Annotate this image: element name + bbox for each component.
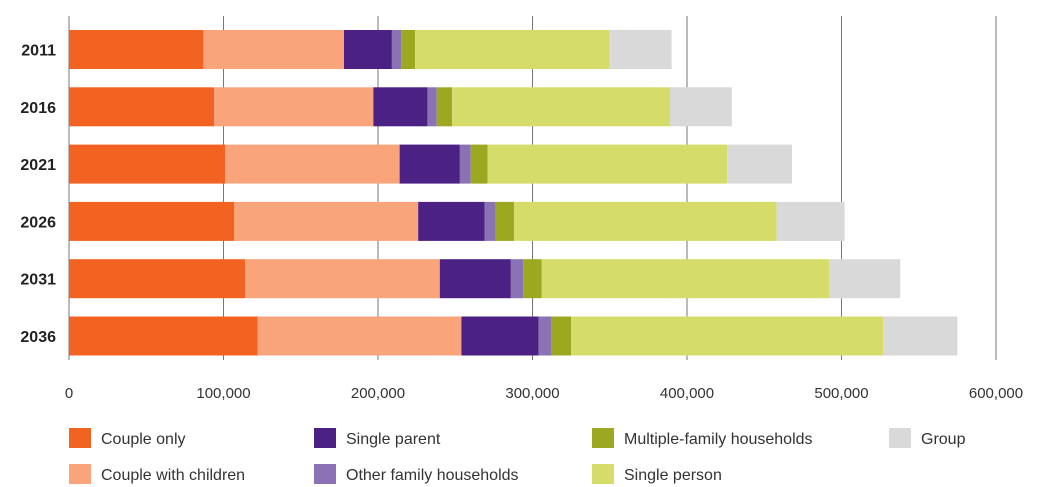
legend-swatch [69,428,91,448]
bar-segment [69,144,226,184]
category-label: 2026 [20,214,56,231]
legend-swatch [314,428,336,448]
bar-segment [523,259,542,299]
category-label: 2016 [20,100,56,117]
bar-segment [415,30,610,69]
bar-segment [373,87,428,127]
legend-swatch [592,428,614,448]
bar-segment [470,144,488,184]
x-tick-label: 300,000 [505,385,559,402]
category-label: 2036 [20,329,56,346]
legend-swatch [592,464,614,484]
legend-label: Single person [624,467,722,484]
bar-segment [418,201,485,241]
bar-segment [538,316,552,356]
bar-segment [245,259,440,299]
bar-segment [776,201,845,241]
x-axis-ticks: 0 100,000 200,000 300,000 400,000 500,000 600,… [65,385,1023,402]
bar-segment [495,201,514,241]
bar-segment [551,316,572,356]
category-label: 2021 [20,157,56,174]
x-tick-label: 600,000 [969,385,1023,402]
bar-segment [69,316,258,356]
x-tick-label: 500,000 [814,385,868,402]
bar-segment [727,144,793,184]
legend: Couple only Couple with children Single pa… [69,428,966,484]
legend-label: Couple with children [101,467,245,484]
legend-label: Couple only [101,431,186,448]
bar-segment [571,316,884,356]
x-tick-label: 100,000 [196,385,250,402]
legend-swatch [889,428,911,448]
bar-segment [452,87,671,127]
legend-label: Single parent [346,431,441,448]
bar-segment [510,259,524,299]
bar-segment [609,30,672,69]
gridlines [68,16,997,360]
bar-segment [513,201,777,241]
legend-swatch [314,464,336,484]
bar-segment [391,30,402,69]
legend-label: Group [921,431,966,448]
bar-segment [399,144,460,184]
bar-segment [484,201,496,241]
bar-segment [427,87,437,127]
bar-segment [436,87,453,127]
bar-segment [541,259,830,299]
bar-segment [461,316,539,356]
bar-segment [225,144,400,184]
legend-swatch [69,464,91,484]
category-label: 2011 [21,43,56,60]
bar-segment [69,30,204,69]
bar-segment [487,144,728,184]
bars [69,30,958,356]
bar-segment [829,259,901,299]
bar-segment [234,201,419,241]
bar-segment [459,144,471,184]
legend-label: Other family households [346,467,519,484]
category-labels: 2011 2016 2021 2026 2031 2036 [20,43,56,347]
bar-segment [69,87,215,127]
bar-segment [203,30,345,69]
bar-segment [883,316,958,356]
category-label: 2031 [20,272,56,289]
x-tick-label: 400,000 [660,385,714,402]
x-tick-label: 0 [65,385,73,402]
bar-segment [401,30,416,69]
x-tick-label: 200,000 [351,385,405,402]
bar-segment [670,87,732,127]
bar-segment [69,201,235,241]
legend-label: Multiple-family households [624,431,813,448]
bar-segment [439,259,511,299]
bar-segment [344,30,392,69]
bar-segment [69,259,246,299]
bar-segment [257,316,462,356]
bar-segment [214,87,374,127]
